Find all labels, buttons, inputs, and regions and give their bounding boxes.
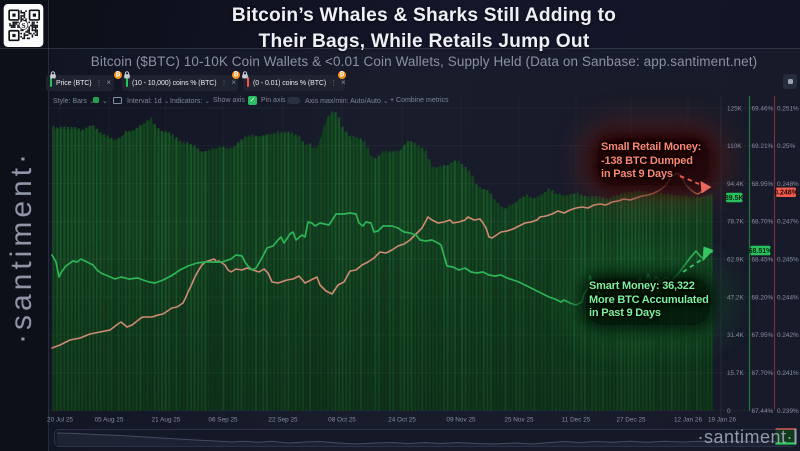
svg-text:08 Oct 25: 08 Oct 25: [328, 417, 356, 424]
svg-text:25 Nov 25: 25 Nov 25: [504, 417, 534, 424]
svg-text:67.44%: 67.44%: [752, 408, 774, 415]
svg-text:69.21%: 69.21%: [752, 143, 774, 150]
svg-text:125K: 125K: [727, 105, 743, 112]
svg-text:47.2K: 47.2K: [727, 294, 744, 301]
svg-text:0.244%: 0.244%: [777, 294, 799, 301]
svg-text:11 Dec 25: 11 Dec 25: [562, 417, 591, 424]
svg-text:68.70%: 68.70%: [752, 219, 774, 226]
svg-text:27 Dec 25: 27 Dec 25: [616, 417, 646, 424]
svg-text:68.95%: 68.95%: [752, 181, 774, 188]
svg-text:05 Aug 25: 05 Aug 25: [95, 417, 124, 424]
svg-text:19 Jan 26: 19 Jan 26: [708, 417, 737, 424]
svg-text:0.25%: 0.25%: [777, 143, 795, 150]
svg-text:69.46%: 69.46%: [752, 105, 774, 112]
svg-text:24 Oct 25: 24 Oct 25: [388, 417, 416, 424]
svg-text:89.5K: 89.5K: [725, 195, 744, 202]
svg-text:0.247%: 0.247%: [777, 219, 799, 226]
svg-text:0.241%: 0.241%: [777, 370, 799, 377]
svg-text:0.245%: 0.245%: [777, 257, 799, 264]
svg-text:67.70%: 67.70%: [752, 370, 774, 377]
svg-text:94.4K: 94.4K: [727, 181, 744, 188]
svg-text:68.51%: 68.51%: [749, 248, 774, 255]
svg-text:21 Aug 25: 21 Aug 25: [152, 417, 181, 424]
svg-text:20 Jul 25: 20 Jul 25: [47, 417, 73, 424]
svg-text:12 Jan 26: 12 Jan 26: [674, 417, 703, 424]
svg-text:22 Sep 25: 22 Sep 25: [268, 417, 298, 424]
svg-text:0.248%: 0.248%: [777, 181, 799, 188]
svg-text:S: S: [21, 21, 25, 30]
svg-text:0: 0: [727, 408, 731, 415]
svg-text:15.7K: 15.7K: [727, 370, 744, 377]
svg-text:78.7K: 78.7K: [727, 219, 744, 226]
svg-text:·santiment·: ·santiment·: [5, 150, 38, 344]
svg-text:0.251%: 0.251%: [777, 105, 799, 112]
svg-text:67.95%: 67.95%: [752, 332, 774, 339]
svg-text:68.45%: 68.45%: [752, 257, 774, 264]
svg-text:06 Sep 25: 06 Sep 25: [208, 417, 238, 424]
svg-text:0.248%: 0.248%: [774, 190, 799, 197]
svg-text:09 Nov 25: 09 Nov 25: [446, 417, 476, 424]
svg-text:68.20%: 68.20%: [752, 294, 774, 301]
svg-text:0.242%: 0.242%: [777, 332, 799, 339]
svg-text:110K: 110K: [727, 143, 742, 150]
svg-text:62.9K: 62.9K: [727, 257, 744, 264]
svg-text:0.239%: 0.239%: [777, 408, 799, 415]
svg-text:31.4K: 31.4K: [727, 332, 744, 339]
